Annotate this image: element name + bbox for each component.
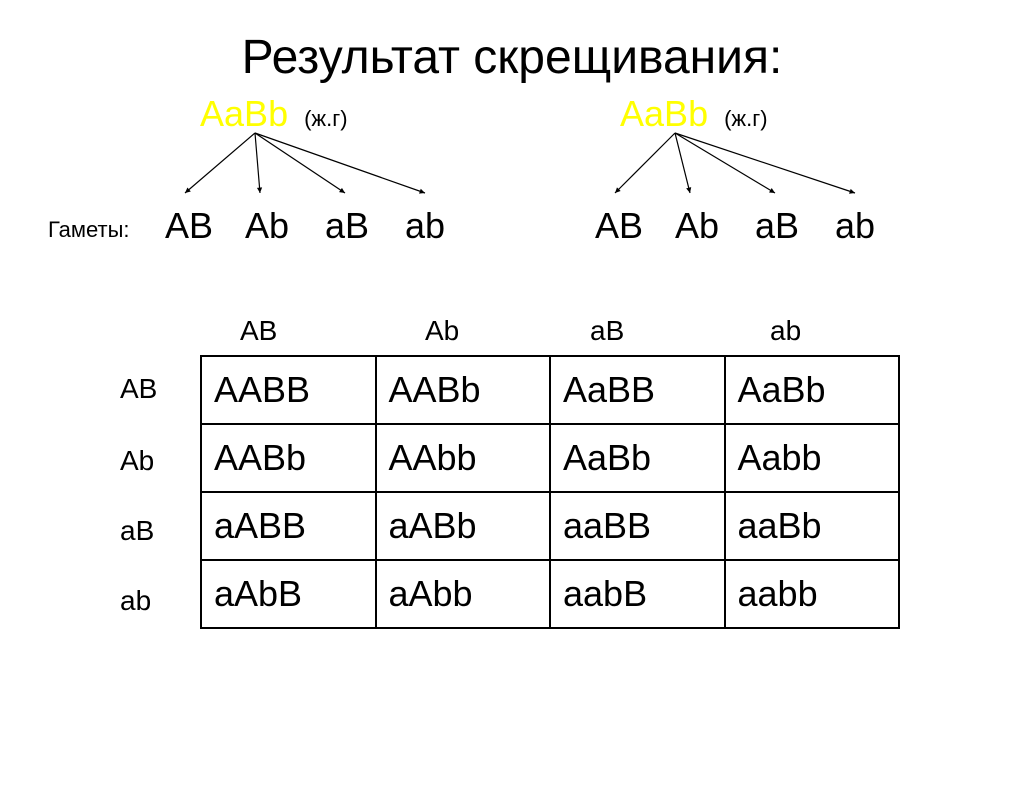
cell: AaBb <box>550 424 725 492</box>
gamete-arrows <box>0 93 1024 203</box>
table-row: AABb AAbb AaBb Aabb <box>201 424 899 492</box>
col-header-0: AB <box>240 315 277 347</box>
cell: aAbb <box>376 560 551 628</box>
col-header-3: ab <box>770 315 801 347</box>
gametes-row: Гаметы: AB Ab aB ab AB Ab aB ab <box>0 211 1024 271</box>
table-row: aABB aABb aaBB aaBb <box>201 492 899 560</box>
allele: b <box>268 93 288 134</box>
gamete-left-0: AB <box>165 205 213 247</box>
parent-left-genotype: AaBb <box>200 93 298 134</box>
gamete-right-1: Ab <box>675 205 719 247</box>
allele: b <box>688 93 708 134</box>
table-row: aAbB aAbb aabB aabb <box>201 560 899 628</box>
allele: a <box>224 93 244 134</box>
cell: AaBB <box>550 356 725 424</box>
gamete-right-0: AB <box>595 205 643 247</box>
allele: A <box>620 93 644 134</box>
allele: B <box>244 93 268 134</box>
col-header-1: Ab <box>425 315 459 347</box>
gametes-label: Гаметы: <box>48 217 130 243</box>
col-headers: AB Ab aB ab <box>200 311 900 355</box>
col-header-2: aB <box>590 315 624 347</box>
allele: a <box>644 93 664 134</box>
cell: aAbB <box>201 560 376 628</box>
cell: AABB <box>201 356 376 424</box>
row-header-1: Ab <box>120 445 154 477</box>
cell: aabb <box>725 560 900 628</box>
parent-left-suffix: (ж.г) <box>304 106 348 131</box>
gamete-right-2: aB <box>755 205 799 247</box>
cell: aABB <box>201 492 376 560</box>
cell: aABb <box>376 492 551 560</box>
allele: A <box>200 93 224 134</box>
gamete-left-1: Ab <box>245 205 289 247</box>
cell: AABb <box>201 424 376 492</box>
cell: AaBb <box>725 356 900 424</box>
punnett-area: AB Ab aB ab AB Ab aB ab AABB AABb AaBB A… <box>200 311 900 629</box>
row-header-3: ab <box>120 585 151 617</box>
gamete-left-3: ab <box>405 205 445 247</box>
parents-row: AaBb (ж.г) AaBb (ж.г) <box>0 93 1024 153</box>
cell: Aabb <box>725 424 900 492</box>
allele: B <box>664 93 688 134</box>
cell: AABb <box>376 356 551 424</box>
row-header-0: AB <box>120 373 157 405</box>
row-header-2: aB <box>120 515 154 547</box>
parent-right-genotype: AaBb <box>620 93 718 134</box>
punnett-square: AABB AABb AaBB AaBb AABb AAbb AaBb Aabb … <box>200 355 900 629</box>
parent-right-suffix: (ж.г) <box>724 106 768 131</box>
page-title: Результат скрещивания: <box>0 30 1024 85</box>
cell: aaBB <box>550 492 725 560</box>
punnett-wrapper: AB Ab aB ab AABB AABb AaBB AaBb AABb AAb… <box>200 355 900 629</box>
gamete-right-3: ab <box>835 205 875 247</box>
cell: aabB <box>550 560 725 628</box>
cell: AAbb <box>376 424 551 492</box>
table-row: AABB AABb AaBB AaBb <box>201 356 899 424</box>
parent-right: AaBb (ж.г) <box>620 93 768 135</box>
parent-left: AaBb (ж.г) <box>200 93 348 135</box>
cell: aaBb <box>725 492 900 560</box>
gamete-left-2: aB <box>325 205 369 247</box>
